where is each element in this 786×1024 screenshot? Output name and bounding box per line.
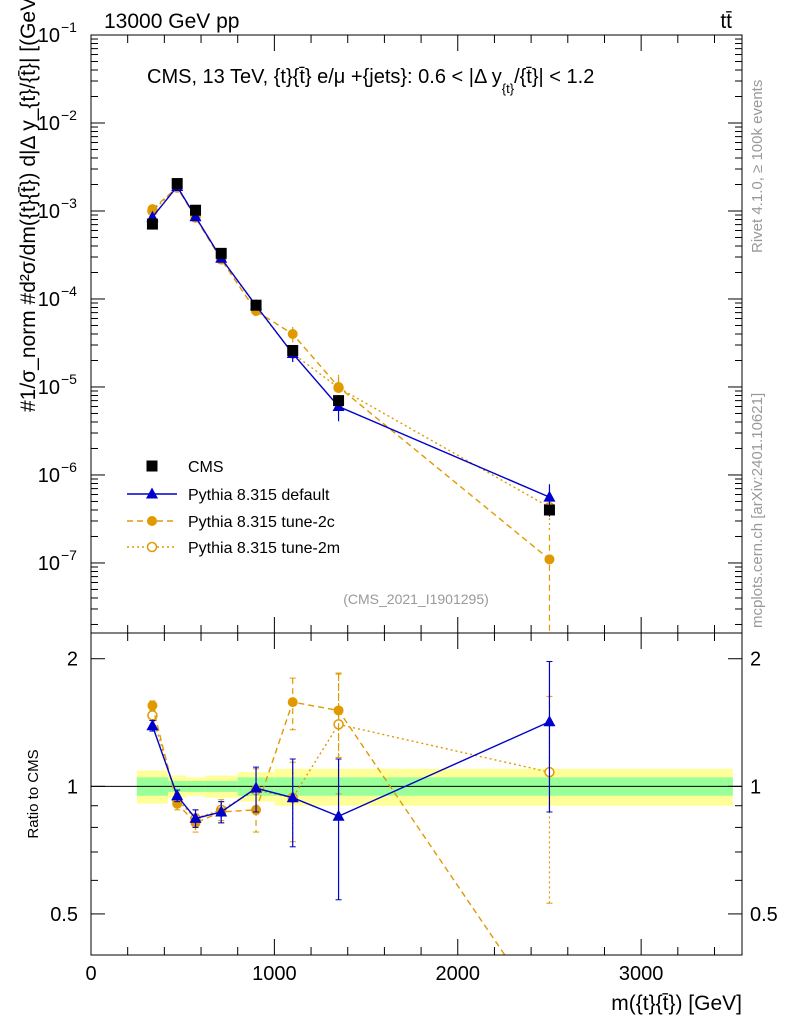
ratio-point-default [215, 805, 228, 817]
main-panel: 10−110−210−310−410−510−610−7 [38, 19, 743, 634]
ratio-y-tick-label: 1 [67, 776, 78, 798]
x-tick-label: 2000 [436, 963, 481, 985]
point-tune2c [147, 204, 158, 215]
y-tick-label: 10 [38, 201, 60, 223]
energy-label: 13000 GeV pp [104, 10, 239, 33]
legend-marker-default [146, 487, 158, 499]
y-axis-label: #1/σ_norm #d²σ/dm({t}{t̄}) d|Δ y_{t}/{t̄… [17, 0, 40, 412]
series-line-tune2c [151, 186, 550, 560]
ratio-y-tick-label-right: 2 [750, 649, 761, 671]
y-tick-exponent: −2 [61, 107, 77, 123]
ratio-point-default [543, 715, 556, 727]
y-tick-label: 10 [38, 553, 60, 575]
y-tick-exponent: −5 [61, 371, 77, 387]
legend-label-cms: CMS [188, 459, 224, 476]
ratio-point-tune2c [333, 705, 344, 716]
point-cms [190, 204, 202, 216]
y-tick-label: 10 [38, 113, 60, 135]
point-tune2c [333, 381, 344, 392]
series-cms [146, 178, 555, 516]
point-cms [171, 178, 183, 190]
series-tune2c [147, 182, 555, 633]
point-cms [543, 504, 555, 516]
legend-marker-cms [146, 460, 158, 472]
y-tick-exponent: −6 [61, 459, 77, 475]
ratio-series-tune2c [147, 672, 506, 956]
legend-marker-tune2m [146, 541, 158, 553]
ratio-panel-frame [90, 632, 743, 956]
y-tick-label: 10 [38, 25, 60, 47]
ratio-point-default [286, 791, 299, 803]
ratio-point-default [171, 789, 184, 801]
ratio-y-tick-label: 0.5 [50, 904, 78, 926]
x-tick-label: 1000 [252, 963, 297, 985]
ratio-series-default [146, 661, 556, 901]
y-tick-label: 10 [38, 289, 60, 311]
y-tick-label: 10 [38, 377, 60, 399]
point-cms [250, 299, 262, 311]
ratio-point-default [189, 811, 202, 823]
y-tick-exponent: −4 [61, 283, 77, 299]
point-default [189, 210, 202, 222]
ratio-panel: 0.5 0.5 1 1 2 2 0 1000 2000 3000 [50, 632, 778, 985]
legend: CMS Pythia 8.315 default Pythia 8.315 tune… [127, 459, 340, 557]
ratio-point-default [332, 809, 345, 821]
process-label: tt̄ [720, 10, 732, 33]
x-axis-label: m({t}{t̄}) [GeV] [611, 992, 742, 1015]
ratio-axis-label: Ratio to CMS [25, 749, 42, 838]
legend-marker-tune2c [147, 516, 157, 526]
y-tick-label: 10 [38, 465, 60, 487]
rivet-version-label: Rivet 4.1.0, ≥ 100k events [749, 80, 766, 253]
y-tick-exponent: −1 [61, 19, 77, 35]
analysis-id: (CMS_2021_I1901295) [343, 591, 489, 607]
point-cms [146, 218, 158, 230]
point-default [543, 490, 556, 502]
ratio-point-tune2c [147, 700, 158, 711]
legend-label-default: Pythia 8.315 default [188, 487, 330, 504]
point-cms [333, 395, 345, 407]
x-tick-label: 3000 [619, 963, 664, 985]
svg-text:#1/σ_norm #d²σ/dm({t}{t̄}) d|Δ: #1/σ_norm #d²σ/dm({t}{t̄}) d|Δ y_{t}/{t̄… [17, 0, 40, 412]
x-tick-label: 0 [85, 963, 96, 985]
y-tick-exponent: −7 [61, 547, 77, 563]
legend-label-tune2m: Pythia 8.315 tune-2m [188, 540, 340, 557]
ratio-point-default [146, 719, 159, 731]
series-line-default [151, 185, 550, 498]
series-tune2m [147, 182, 555, 531]
ratio-y-tick-label-right: 1 [750, 776, 761, 798]
ratio-point-default [250, 781, 263, 793]
y-tick-exponent: −3 [61, 195, 77, 211]
legend-label-tune2c: Pythia 8.315 tune-2c [188, 514, 335, 531]
mcplots-reference-label: mcplots.cern.ch [arXiv:2401.10621] [749, 393, 766, 628]
ratio-point-tune2c [287, 697, 298, 708]
point-cms [287, 344, 299, 356]
point-cms [215, 247, 227, 259]
point-tune2c [544, 554, 555, 565]
ratio-y-tick-label-right: 0.5 [750, 904, 778, 926]
ratio-y-tick-label: 2 [67, 649, 78, 671]
point-tune2c [287, 329, 298, 339]
chart-title: CMS, 13 TeV, {t}{t̄} e/μ +{jets}: 0.6 < … [147, 66, 594, 96]
